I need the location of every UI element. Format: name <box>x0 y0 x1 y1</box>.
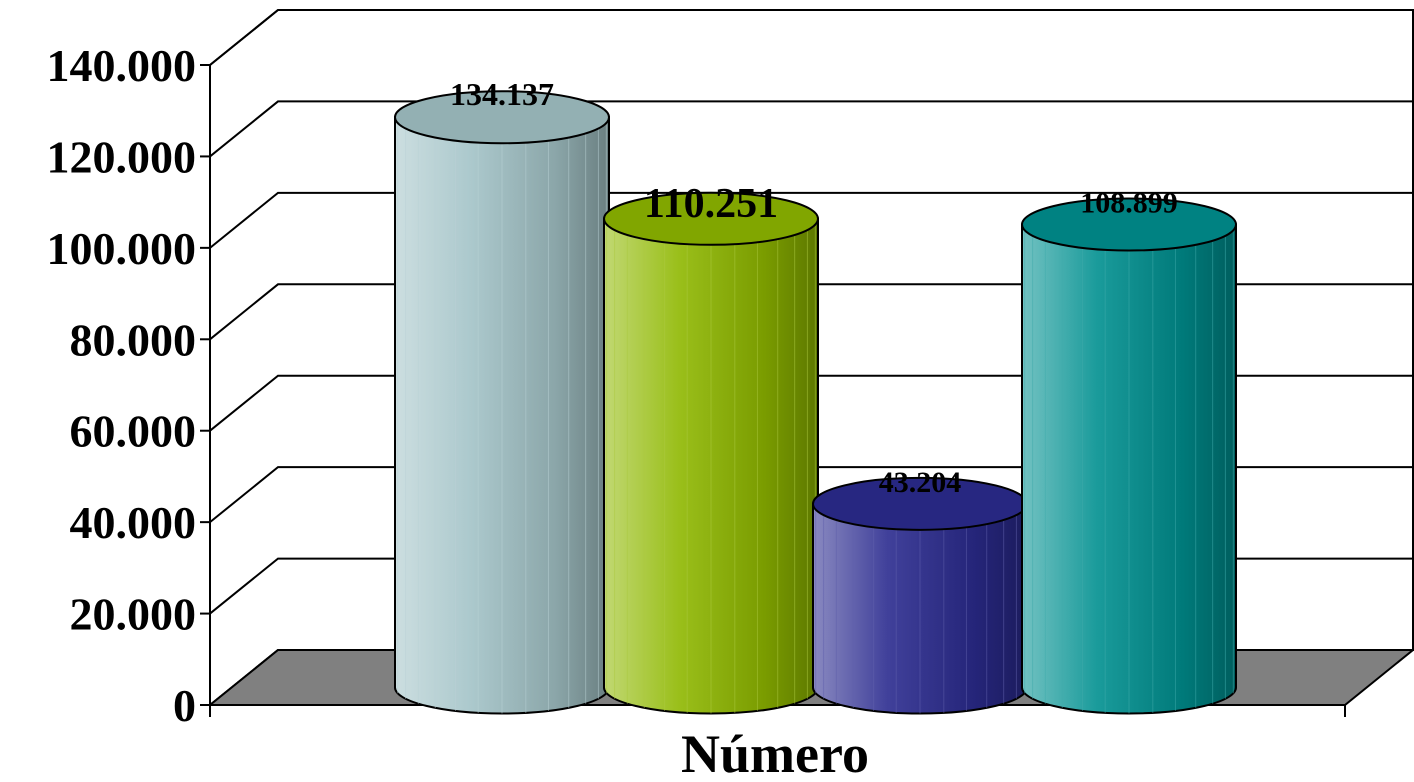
data-labels: 134.137 110.251 43.204 108.899 <box>450 76 1178 499</box>
y-tick-label: 0 <box>173 680 196 731</box>
y-tick-label: 140.000 <box>47 40 197 91</box>
gridline <box>209 9 1413 66</box>
bar-top <box>603 191 819 246</box>
bar-top <box>1021 197 1237 252</box>
bar <box>812 476 1028 715</box>
data-label: 108.899 <box>1080 187 1178 220</box>
bar-top <box>394 90 610 145</box>
y-tick-label: 100.000 <box>47 223 197 274</box>
data-label: 110.251 <box>644 181 778 227</box>
gridline <box>209 100 1413 158</box>
y-tick-label: 20.000 <box>70 589 197 640</box>
data-label: 43.204 <box>879 466 962 499</box>
bars <box>394 90 1237 715</box>
y-axis-tick-labels: 0 20.000 40.000 60.000 80.000 100.000 120.000 1… <box>47 40 197 731</box>
x-axis-title: Número <box>681 724 869 782</box>
y-tick-label: 40.000 <box>70 497 197 548</box>
bar <box>603 191 819 715</box>
y-tick-label: 80.000 <box>70 314 197 365</box>
bar <box>1021 197 1237 715</box>
gridline <box>209 191 1413 249</box>
data-label: 134.137 <box>450 76 554 112</box>
bar <box>394 90 610 715</box>
y-tick-label: 60.000 <box>70 406 197 457</box>
y-tick-label: 120.000 <box>47 131 197 182</box>
